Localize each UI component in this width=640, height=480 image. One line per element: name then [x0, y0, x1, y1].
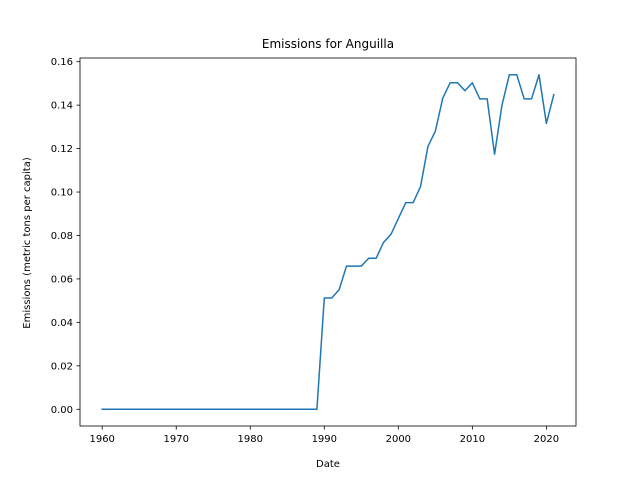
x-tick-label: 1980 — [238, 434, 263, 445]
x-tick-label: 1990 — [312, 434, 337, 445]
x-tick-label: 2010 — [460, 434, 485, 445]
y-tick-label: 0.14 — [51, 101, 73, 112]
y-tick-label: 0.04 — [51, 318, 73, 329]
x-tick-label: 2020 — [534, 434, 559, 445]
x-axis-label: Date — [316, 459, 340, 470]
y-tick-label: 0.12 — [51, 144, 73, 155]
y-axis-label: Emissions (metric tons per capita) — [22, 157, 33, 329]
x-tick-label: 1970 — [164, 434, 189, 445]
x-axis-ticks: 1960 1970 1980 1990 2000 2010 2020 — [89, 426, 559, 445]
plot-frame — [79, 57, 577, 427]
series-line — [101, 73, 555, 411]
y-tick-label: 0.02 — [51, 361, 73, 372]
y-tick-label: 0.00 — [51, 405, 73, 416]
y-tick-label: 0.10 — [51, 188, 73, 199]
x-tick-label: 2000 — [386, 434, 411, 445]
y-tick-label: 0.06 — [51, 274, 73, 285]
plot-area — [101, 73, 555, 411]
y-tick-label: 0.08 — [51, 231, 73, 242]
chart-title: Emissions for Anguilla — [262, 37, 394, 51]
y-tick-label: 0.16 — [51, 57, 73, 68]
x-tick-label: 1960 — [89, 434, 114, 445]
y-axis-ticks: 0.00 0.02 0.04 0.06 0.08 0.10 0.12 0.14 0.16 — [51, 57, 80, 416]
